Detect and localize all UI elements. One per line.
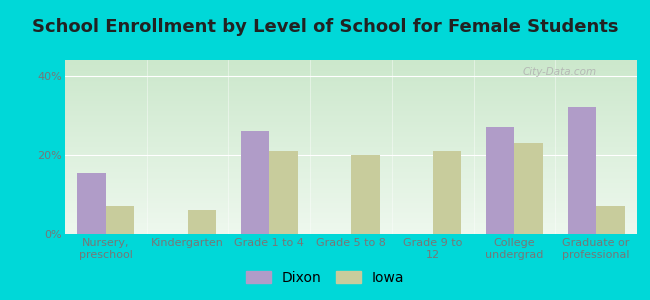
Bar: [351, 155, 380, 234]
Bar: [106, 206, 135, 234]
Legend: Dixon, Iowa: Dixon, Iowa: [240, 265, 410, 290]
Text: City-Data.com: City-Data.com: [523, 67, 597, 77]
Bar: [514, 143, 543, 234]
Bar: [269, 151, 298, 234]
Bar: [596, 206, 625, 234]
Bar: [567, 107, 596, 234]
Bar: [188, 210, 216, 234]
Bar: [433, 151, 462, 234]
Bar: [486, 127, 514, 234]
Bar: [240, 131, 269, 234]
Text: School Enrollment by Level of School for Female Students: School Enrollment by Level of School for…: [32, 18, 618, 36]
Bar: [77, 173, 106, 234]
